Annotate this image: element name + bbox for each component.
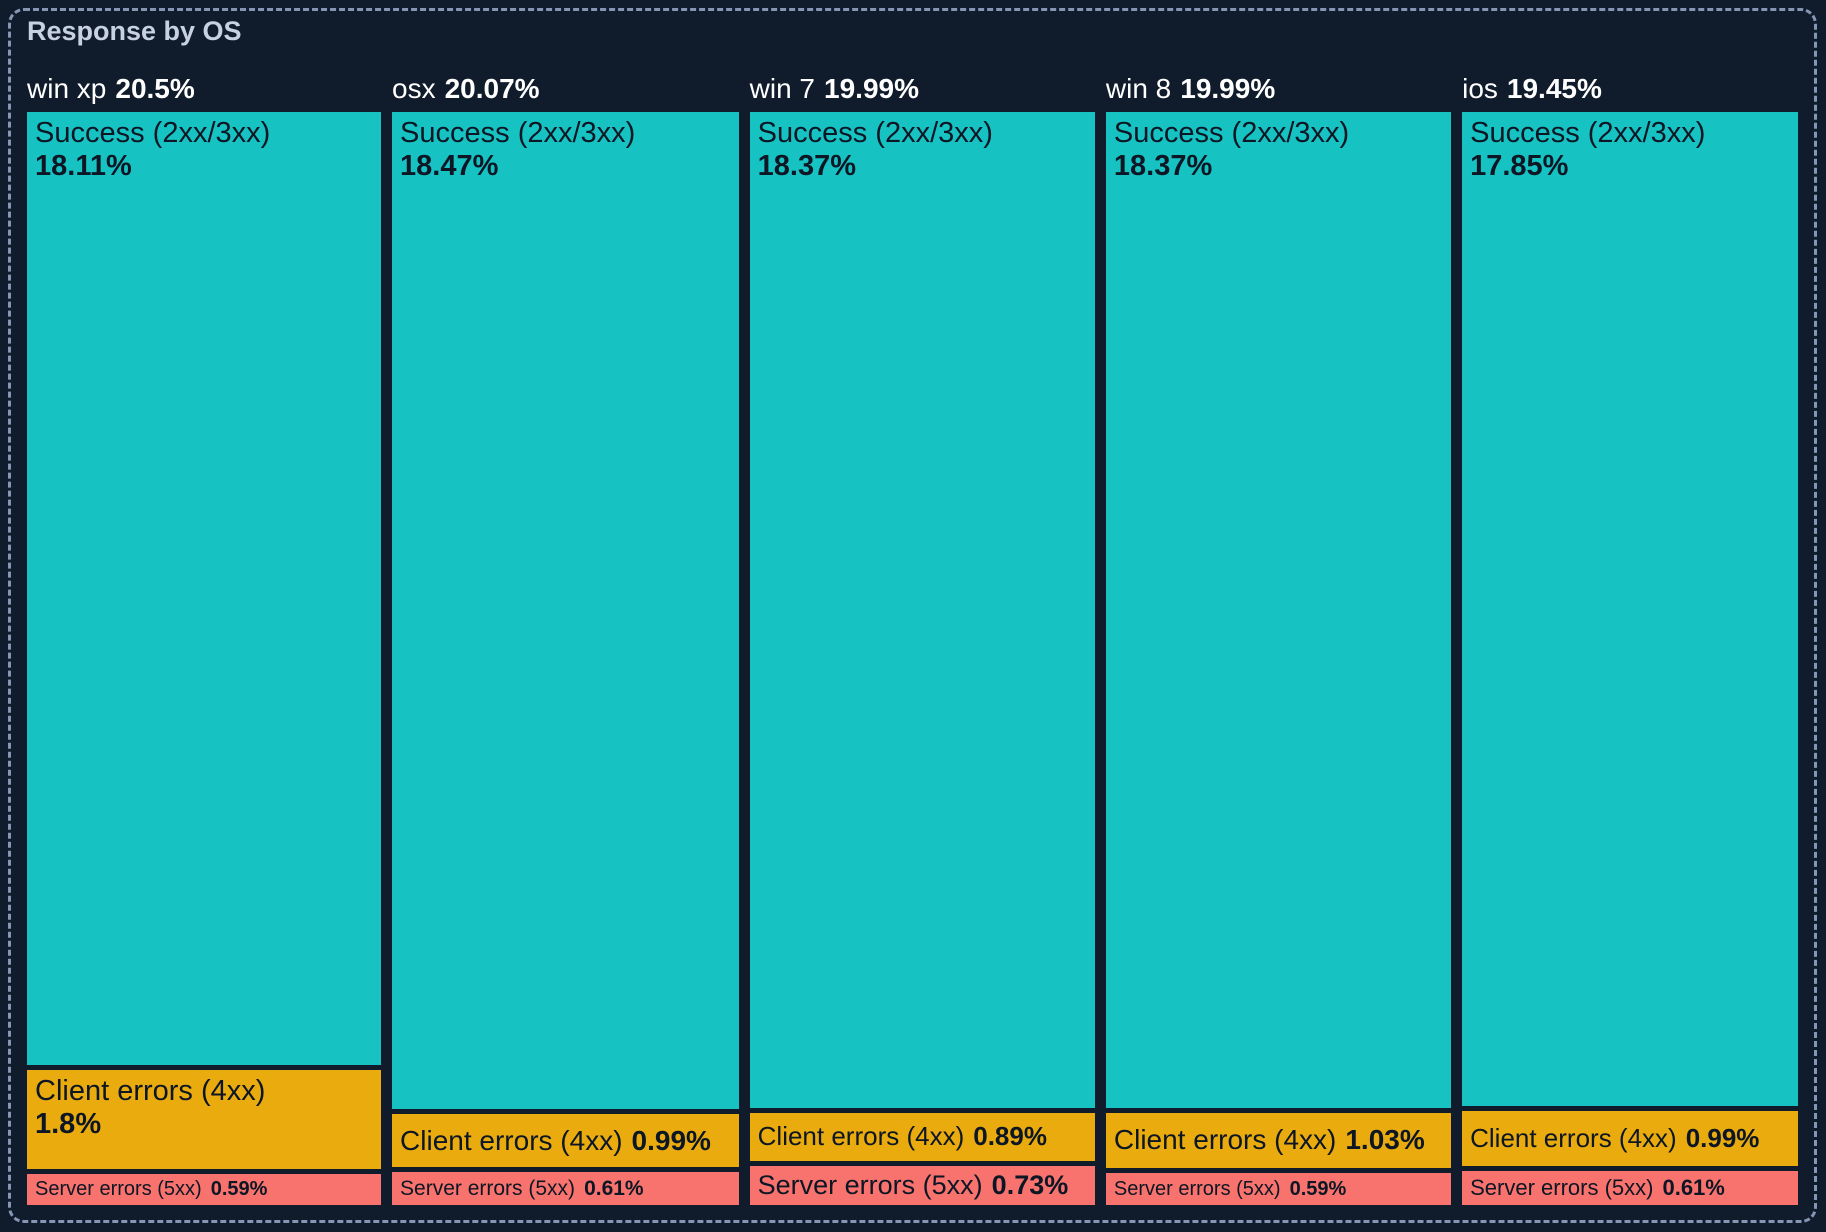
segment-value: 1.03% [1345,1124,1425,1156]
os-name: win xp [27,73,107,104]
column-segments: Success (2xx/3xx) 18.37% Client errors (… [749,112,1095,1205]
segment-label: Success (2xx/3xx) [757,117,993,149]
column-header-osx: osx 20.07% [392,73,739,105]
column-segments: Success (2xx/3xx) 18.11% Client errors (… [27,112,382,1205]
segment-server-errors[interactable]: Server errors (5xx) 0.59% [27,1174,382,1205]
segment-success[interactable]: Success (2xx/3xx) 18.47% [392,112,739,1110]
segment-label: Client errors (4xx) [35,1074,266,1107]
segment-value: 0.59% [210,1178,268,1201]
column-header-win-xp: win xp 20.5% [27,73,381,105]
segment-value: 0.73% [991,1169,1069,1200]
segment-server-errors[interactable]: Server errors (5xx) 0.61% [392,1172,739,1205]
column-header-ios: ios 19.45% [1462,73,1798,105]
segment-client-errors[interactable]: Client errors (4xx) 1.8% [27,1069,382,1170]
segment-success[interactable]: Success (2xx/3xx) 17.85% [1462,112,1799,1107]
segment-value: 17.85% [1470,149,1569,182]
segment-label: Server errors (5xx) [1113,1177,1281,1200]
os-share: 19.99% [1180,73,1276,104]
os-share: 19.45% [1506,73,1602,104]
segment-label: Success (2xx/3xx) [35,117,271,149]
response-by-os-panel: Response by OS win xp 20.5% Success (2xx… [27,16,1799,1206]
treemap: win xp 20.5% Success (2xx/3xx) 18.11% Cl… [27,73,1799,1206]
column-segments: Success (2xx/3xx) 17.85% Client errors (… [1462,112,1799,1206]
column-segments: Success (2xx/3xx) 18.47% Client errors (… [392,112,739,1205]
os-name: osx [392,73,436,104]
column-segments: Success (2xx/3xx) 18.37% Client errors (… [1105,112,1452,1205]
segment-value: 0.59% [1289,1177,1347,1200]
segment-value: 0.99% [1685,1123,1760,1154]
os-name: win 7 [749,73,816,104]
segment-value: 18.37% [1113,149,1213,182]
os-name: win 8 [1105,73,1172,104]
segment-value: 18.47% [400,149,499,182]
treemap-column-osx: osx 20.07% Success (2xx/3xx) 18.47% Clie… [392,73,739,1205]
segment-value: 0.61% [584,1176,644,1200]
segment-client-errors[interactable]: Client errors (4xx) 0.99% [392,1114,739,1168]
os-share: 19.99% [824,73,919,104]
segment-client-errors[interactable]: Client errors (4xx) 1.03% [1105,1112,1452,1169]
segment-label: Server errors (5xx) [1470,1175,1654,1201]
segment-label: Client errors (4xx) [1113,1124,1337,1156]
segment-success[interactable]: Success (2xx/3xx) 18.37% [749,112,1095,1108]
segment-label: Success (2xx/3xx) [400,117,636,149]
treemap-column-win-xp: win xp 20.5% Success (2xx/3xx) 18.11% Cl… [27,73,382,1205]
segment-label: Server errors (5xx) [35,1178,202,1201]
segment-label: Server errors (5xx) [757,1169,983,1200]
segment-label: Success (2xx/3xx) [1113,117,1350,149]
treemap-column-win-7: win 7 19.99% Success (2xx/3xx) 18.37% Cl… [749,73,1095,1205]
segment-value: 0.89% [973,1121,1047,1152]
segment-server-errors[interactable]: Server errors (5xx) 0.59% [1105,1173,1452,1205]
panel-title: Response by OS [27,16,242,46]
segment-server-errors[interactable]: Server errors (5xx) 0.73% [749,1165,1095,1205]
segment-server-errors[interactable]: Server errors (5xx) 0.61% [1462,1171,1799,1206]
segment-label: Server errors (5xx) [400,1176,576,1200]
column-header-win-8: win 8 19.99% [1106,73,1451,105]
treemap-column-win-8: win 8 19.99% Success (2xx/3xx) 18.37% Cl… [1105,73,1452,1205]
os-name: ios [1462,73,1498,104]
segment-success[interactable]: Success (2xx/3xx) 18.11% [27,112,382,1065]
treemap-column-ios: ios 19.45% Success (2xx/3xx) 17.85% Clie… [1462,73,1799,1206]
segment-label: Client errors (4xx) [757,1121,965,1152]
segment-value: 0.99% [631,1124,711,1156]
column-header-win-7: win 7 19.99% [750,73,1095,105]
segment-value: 18.37% [757,149,856,182]
segment-client-errors[interactable]: Client errors (4xx) 0.89% [749,1112,1095,1161]
segment-value: 0.61% [1662,1175,1725,1201]
segment-label: Success (2xx/3xx) [1470,117,1706,149]
segment-value: 1.8% [35,1107,102,1140]
segment-success[interactable]: Success (2xx/3xx) 18.37% [1105,112,1452,1108]
os-share: 20.07% [444,73,540,104]
segment-value: 18.11% [35,149,132,182]
segment-client-errors[interactable]: Client errors (4xx) 0.99% [1462,1111,1799,1167]
segment-label: Client errors (4xx) [1470,1123,1677,1154]
os-share: 20.5% [115,73,195,104]
segment-label: Client errors (4xx) [400,1124,623,1156]
